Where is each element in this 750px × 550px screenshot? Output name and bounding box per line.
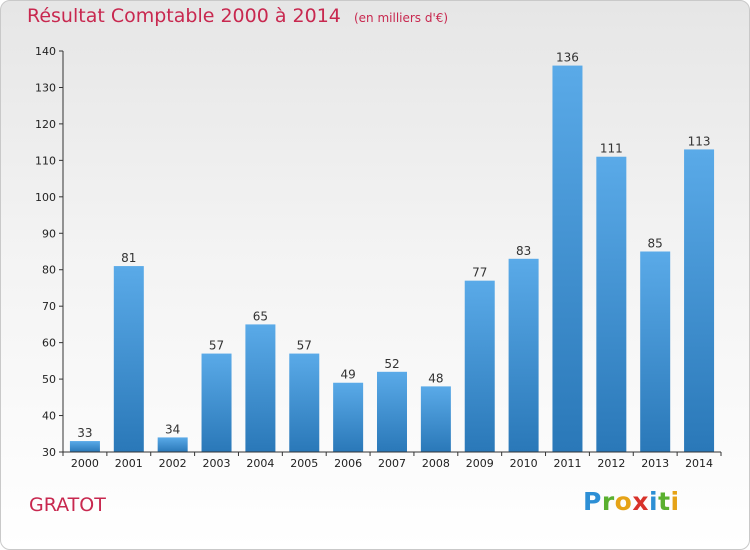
x-tick-label: 2001	[115, 457, 143, 470]
y-tick-label: 120	[35, 118, 56, 131]
x-tick-label: 2011	[553, 457, 581, 470]
y-tick-label: 70	[42, 300, 56, 313]
logo-letter: o	[614, 487, 633, 516]
bar-2011	[552, 65, 583, 452]
x-tick-label: 2004	[246, 457, 274, 470]
x-tick-label: 2010	[510, 457, 538, 470]
y-tick-label: 100	[35, 191, 56, 204]
value-label-2000: 33	[77, 426, 92, 440]
x-tick-label: 2008	[422, 457, 450, 470]
commune-name: GRATOT	[29, 494, 106, 516]
bar-2000	[69, 441, 100, 452]
bar-2010	[508, 258, 539, 452]
y-tick-label: 90	[42, 227, 56, 240]
logo-letter: i	[670, 487, 680, 516]
y-tick-label: 30	[42, 446, 56, 459]
value-label-2001: 81	[121, 251, 136, 265]
value-label-2010: 83	[516, 244, 531, 258]
y-tick-label: 80	[42, 264, 56, 277]
value-label-2003: 57	[209, 339, 224, 353]
x-tick-label: 2012	[597, 457, 625, 470]
y-tick-label: 50	[42, 373, 56, 386]
value-label-2008: 48	[428, 371, 443, 385]
logo-letter: P	[583, 487, 602, 516]
value-label-2002: 34	[165, 422, 180, 436]
value-label-2006: 49	[340, 368, 355, 382]
chart-title-block: Résultat Comptable 2000 à 2014 (en milli…	[27, 5, 448, 27]
value-label-2012: 111	[600, 142, 623, 156]
bar-2009	[464, 280, 495, 452]
value-label-2007: 52	[384, 357, 399, 371]
y-tick-label: 110	[35, 154, 56, 167]
bar-2005	[289, 353, 320, 452]
bar-2013	[640, 251, 671, 452]
x-tick-label: 2009	[466, 457, 494, 470]
x-tick-label: 2013	[641, 457, 669, 470]
value-label-2014: 113	[688, 134, 711, 148]
y-tick-label: 60	[42, 337, 56, 350]
chart-title: Résultat Comptable 2000 à 2014	[27, 5, 341, 27]
bar-2002	[157, 437, 188, 452]
x-tick-label: 2006	[334, 457, 362, 470]
bar-2007	[377, 371, 407, 452]
value-label-2013: 85	[648, 237, 663, 251]
value-label-2011: 136	[556, 51, 579, 65]
value-label-2004: 65	[253, 309, 268, 323]
bar-2004	[245, 324, 276, 452]
value-label-2005: 57	[297, 339, 312, 353]
chart-subtitle: (en milliers d'€)	[353, 11, 449, 25]
bar-2008	[420, 386, 451, 452]
x-tick-label: 2005	[290, 457, 318, 470]
bar-2001	[113, 266, 144, 452]
bar-2012	[596, 156, 627, 452]
x-tick-label: 2000	[71, 457, 99, 470]
bar-2003	[201, 353, 232, 452]
x-tick-label: 2014	[685, 457, 713, 470]
proxiti-logo: Proxiti	[583, 487, 680, 516]
logo-letter: t	[658, 487, 671, 516]
logo-letter: r	[601, 487, 615, 516]
y-tick-label: 140	[35, 45, 56, 58]
y-tick-label: 130	[35, 81, 56, 94]
x-tick-label: 2007	[378, 457, 406, 470]
y-tick-label: 40	[42, 410, 56, 423]
x-tick-label: 2002	[159, 457, 187, 470]
logo-letter: i	[649, 487, 659, 516]
bar-2014	[684, 149, 715, 452]
x-tick-label: 2003	[203, 457, 231, 470]
bar-2006	[333, 382, 364, 452]
value-label-2009: 77	[472, 266, 487, 280]
logo-letter: x	[632, 487, 649, 516]
